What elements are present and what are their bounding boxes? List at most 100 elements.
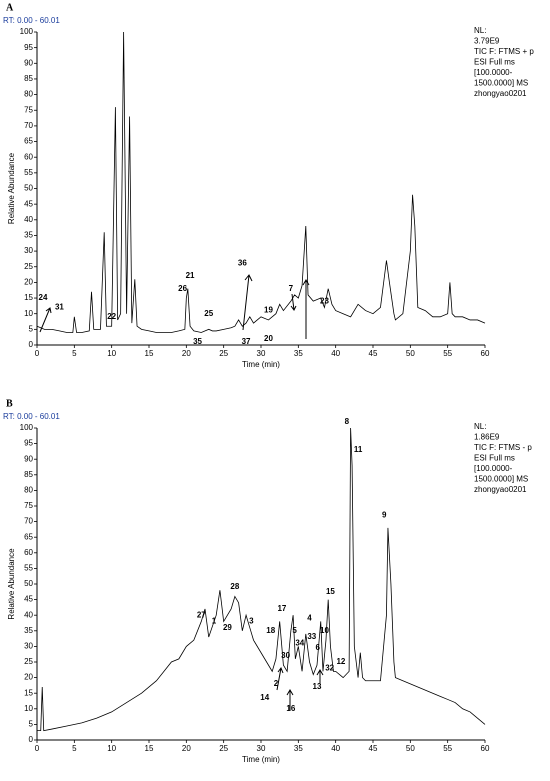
x-tick-label: 55 bbox=[443, 744, 452, 753]
y-tick-label: 25 bbox=[24, 262, 33, 271]
peak-label: 28 bbox=[230, 582, 239, 591]
x-tick-label: 10 bbox=[107, 744, 116, 753]
info-line: [100.0000- bbox=[474, 68, 513, 77]
range-label: RT: 0.00 - 60.01 bbox=[3, 16, 60, 25]
peak-label: 26 bbox=[178, 284, 187, 293]
y-tick-label: 35 bbox=[24, 626, 33, 635]
info-line: 1500.0000] MS bbox=[474, 79, 528, 88]
y-tick-label: 0 bbox=[29, 735, 34, 744]
peak-label: 19 bbox=[264, 306, 273, 315]
peak-label: 30 bbox=[281, 651, 290, 660]
y-tick-label: 0 bbox=[29, 340, 34, 349]
x-tick-label: 60 bbox=[481, 349, 490, 358]
x-tick-label: 30 bbox=[257, 349, 266, 358]
x-tick-label: 35 bbox=[294, 744, 303, 753]
y-tick-label: 70 bbox=[24, 121, 33, 130]
arrow bbox=[290, 293, 297, 311]
info-line: 1.86E9 bbox=[474, 433, 500, 442]
info-line: ESI Full ms bbox=[474, 454, 515, 463]
x-tick-label: 25 bbox=[219, 744, 228, 753]
y-tick-label: 60 bbox=[24, 548, 33, 557]
info-line: zhongyao0201 bbox=[474, 89, 527, 98]
y-tick-label: 20 bbox=[24, 673, 33, 682]
panel-label: B bbox=[6, 398, 13, 409]
y-tick-label: 40 bbox=[24, 610, 33, 619]
x-tick-label: 5 bbox=[72, 349, 77, 358]
y-tick-label: 75 bbox=[24, 501, 33, 510]
peak-label: 3 bbox=[249, 617, 254, 626]
chromatogram-line bbox=[37, 427, 486, 732]
arrows bbox=[39, 274, 324, 710]
x-tick-label: 40 bbox=[331, 349, 340, 358]
peak-label: 9 bbox=[382, 510, 387, 519]
x-tick-label: 35 bbox=[294, 349, 303, 358]
chromatogram-line bbox=[36, 31, 486, 333]
y-tick-label: 100 bbox=[20, 423, 34, 432]
info-line: [100.0000- bbox=[474, 464, 513, 473]
peak-label: 18 bbox=[266, 626, 275, 635]
x-tick-label: 45 bbox=[369, 349, 378, 358]
y-tick-label: 10 bbox=[24, 704, 33, 713]
info-line: 3.79E9 bbox=[474, 37, 500, 46]
x-axis-label: Time (min) bbox=[242, 360, 280, 369]
peak-label: 14 bbox=[260, 693, 269, 702]
y-tick-label: 30 bbox=[24, 642, 33, 651]
x-tick-label: 55 bbox=[443, 349, 452, 358]
panel-label: A bbox=[6, 2, 14, 13]
y-tick-label: 65 bbox=[24, 137, 33, 146]
y-tick-label: 65 bbox=[24, 532, 33, 541]
info-line: NL: bbox=[474, 422, 486, 431]
peak-label: 10 bbox=[320, 626, 329, 635]
peak-label: 27 bbox=[197, 610, 206, 619]
peak-label: 23 bbox=[320, 296, 329, 305]
x-axis-label: Time (min) bbox=[242, 755, 280, 764]
peak-label: 1 bbox=[212, 617, 217, 626]
x-tick-label: 10 bbox=[107, 349, 116, 358]
y-tick-label: 35 bbox=[24, 231, 33, 240]
peak-label: 31 bbox=[55, 303, 64, 312]
x-tick-label: 5 bbox=[72, 744, 77, 753]
y-tick-label: 40 bbox=[24, 215, 33, 224]
peak-label: 4 bbox=[307, 613, 312, 622]
y-tick-label: 15 bbox=[24, 293, 33, 302]
info-line: NL: bbox=[474, 26, 486, 35]
peak-label: 5 bbox=[292, 626, 297, 635]
peak-label: 36 bbox=[238, 259, 247, 268]
x-tick-label: 15 bbox=[145, 744, 154, 753]
x-tick-label: 0 bbox=[35, 744, 40, 753]
x-tick-label: 50 bbox=[406, 349, 415, 358]
peak-label: 29 bbox=[223, 623, 232, 632]
y-tick-label: 95 bbox=[24, 43, 33, 52]
y-tick-label: 100 bbox=[20, 27, 34, 36]
peak-label: 32 bbox=[325, 663, 334, 672]
peak-label: 6 bbox=[316, 643, 321, 652]
x-tick-label: 40 bbox=[331, 744, 340, 753]
y-tick-label: 90 bbox=[24, 58, 33, 67]
info-line: TIC F: FTMS - p bbox=[474, 443, 532, 452]
y-axis-label: Relative Abundance bbox=[7, 548, 16, 620]
y-tick-label: 95 bbox=[24, 439, 33, 448]
range-label: RT: 0.00 - 60.01 bbox=[3, 412, 60, 421]
peak-label: 25 bbox=[204, 309, 213, 318]
y-tick-label: 70 bbox=[24, 517, 33, 526]
y-tick-label: 55 bbox=[24, 564, 33, 573]
peak-label: 8 bbox=[345, 417, 350, 426]
y-tick-label: 15 bbox=[24, 688, 33, 697]
y-tick-label: 25 bbox=[24, 657, 33, 666]
y-tick-label: 45 bbox=[24, 595, 33, 604]
x-tick-label: 20 bbox=[182, 744, 191, 753]
y-tick-label: 90 bbox=[24, 454, 33, 463]
y-tick-label: 20 bbox=[24, 278, 33, 287]
x-tick-label: 45 bbox=[369, 744, 378, 753]
y-tick-label: 85 bbox=[24, 74, 33, 83]
peak-label: 20 bbox=[264, 334, 273, 343]
x-tick-label: 25 bbox=[219, 349, 228, 358]
x-tick-label: 50 bbox=[406, 744, 415, 753]
y-tick-label: 30 bbox=[24, 246, 33, 255]
arrow bbox=[316, 669, 324, 683]
peak-label: 2 bbox=[274, 679, 279, 688]
